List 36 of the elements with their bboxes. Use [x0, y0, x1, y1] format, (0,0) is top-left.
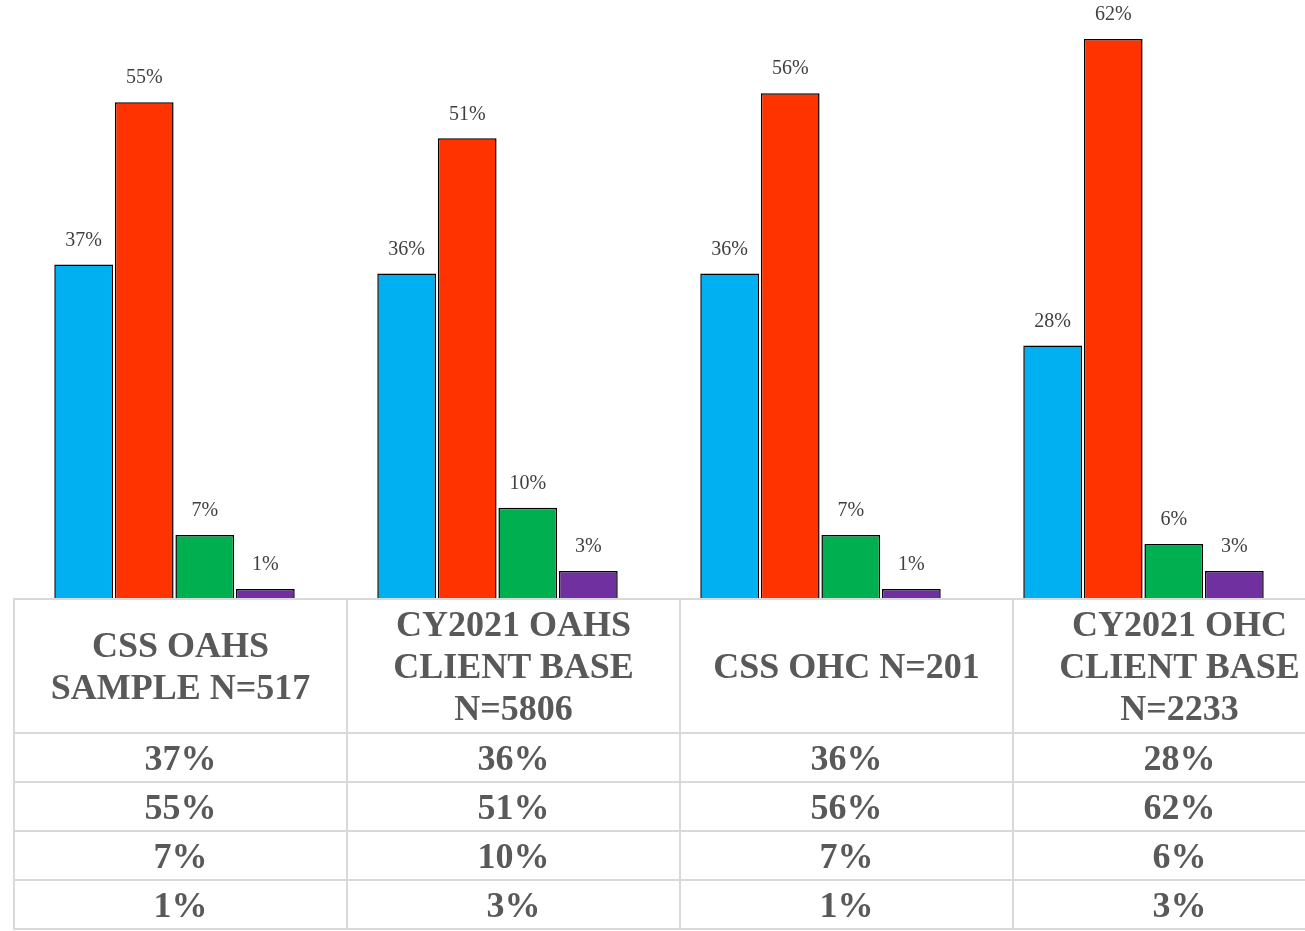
text: 7%	[837, 498, 865, 521]
data-label: 51%	[347, 782, 680, 831]
data-label: 28%	[1013, 733, 1305, 782]
text: 1%	[252, 552, 279, 575]
text: 62%	[1094, 2, 1132, 25]
data-label: 1%	[14, 880, 347, 929]
data-label: 3%	[347, 880, 680, 929]
data-label: 55%	[14, 782, 347, 831]
x-tick-label: CY2021 OHC CLIENT BASE N=2233	[1013, 599, 1305, 733]
text: 7%	[191, 498, 219, 521]
data-label: 36%	[347, 733, 680, 782]
data-label: 37%	[14, 733, 347, 782]
text: 10%	[509, 471, 547, 494]
data-label: 3%	[1013, 880, 1305, 929]
data-label: 1%	[680, 880, 1013, 929]
text: 37%	[65, 227, 102, 250]
text: 51%	[448, 101, 486, 124]
text: 6%	[1160, 507, 1188, 530]
data-label: 7%	[14, 831, 347, 880]
text: 56%	[771, 56, 809, 79]
text: 55%	[125, 65, 163, 88]
text: 3%	[575, 534, 602, 557]
data-label: 62%	[1013, 782, 1305, 831]
text: 28%	[1034, 308, 1071, 331]
data-label: 6%	[1013, 831, 1305, 880]
text: 3%	[1221, 534, 1248, 557]
data-label: 36%	[680, 733, 1013, 782]
data-label: 7%	[680, 831, 1013, 880]
text: 1%	[898, 552, 925, 575]
text: 36%	[388, 236, 425, 259]
data-label: 10%	[347, 831, 680, 880]
text: 36%	[711, 236, 748, 259]
x-tick-label: CSS OHC N=201	[680, 599, 1013, 733]
x-tick-label: CY2021 OAHS CLIENT BASE N=5806	[347, 599, 680, 733]
data-label: 56%	[680, 782, 1013, 831]
x-tick-label: CSS OAHS SAMPLE N=517	[14, 599, 347, 733]
